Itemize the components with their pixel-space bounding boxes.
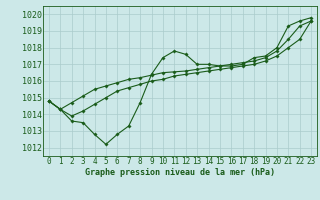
X-axis label: Graphe pression niveau de la mer (hPa): Graphe pression niveau de la mer (hPa) bbox=[85, 168, 275, 177]
